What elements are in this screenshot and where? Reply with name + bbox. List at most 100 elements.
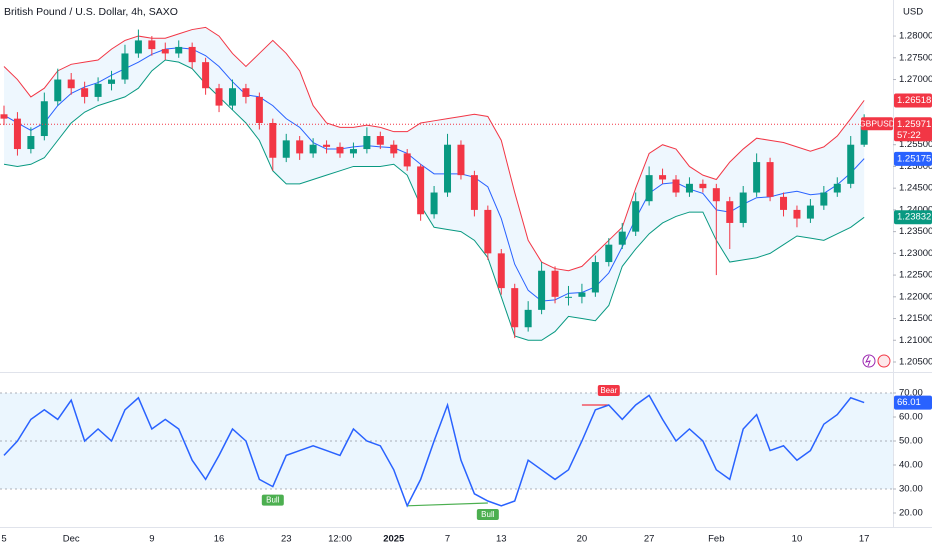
candle-body xyxy=(524,309,532,328)
candle-body xyxy=(793,209,801,219)
price-badge-label: 1.23832 xyxy=(897,212,931,223)
signal-label: Bear xyxy=(600,386,617,395)
x-tick-label: 27 xyxy=(644,534,655,545)
candle-body xyxy=(349,149,357,154)
y-tick-label: 1.20500 xyxy=(899,357,932,368)
x-tick-label: 13 xyxy=(496,534,507,545)
candle-body xyxy=(632,201,640,232)
price-badge xyxy=(894,151,932,166)
candle-body xyxy=(363,136,371,150)
candle-body xyxy=(242,88,250,97)
x-tick-label: Feb xyxy=(708,534,724,545)
candle-body xyxy=(766,162,774,197)
y-tick-label: 1.21500 xyxy=(899,313,932,324)
candle-body xyxy=(618,231,626,245)
value-badge-label: 66.01 xyxy=(897,397,921,408)
x-tick-label: 17 xyxy=(859,534,870,545)
candle-body xyxy=(40,101,48,137)
x-tick-label: 20 xyxy=(577,534,588,545)
y-tick-label: 60.00 xyxy=(899,412,923,423)
candle-body xyxy=(255,96,263,123)
y-tick-label: 1.25000 xyxy=(899,161,932,172)
y-tick-label: 1.23000 xyxy=(899,248,932,259)
symbol-label: GBPUSD xyxy=(859,118,895,128)
icon-glyph xyxy=(865,355,871,367)
y-tick-label: 40.00 xyxy=(899,460,923,471)
candle-body xyxy=(161,49,169,54)
band-line xyxy=(3,59,865,341)
x-tick-label: 7 xyxy=(445,534,450,545)
band-fill xyxy=(4,27,865,341)
x-tick-label: 2025 xyxy=(383,534,405,545)
candle-body xyxy=(860,124,868,145)
candle-body xyxy=(403,153,411,167)
y-tick-label: 1.24000 xyxy=(899,204,932,215)
candle-body xyxy=(659,175,667,180)
candle-body xyxy=(484,209,492,254)
y-tick-label: 1.25500 xyxy=(899,139,932,150)
x-tick-label: 10 xyxy=(792,534,803,545)
x-tick-label: 23 xyxy=(281,534,292,545)
candle-body xyxy=(54,79,62,102)
candle-body xyxy=(228,88,236,106)
candle-body xyxy=(820,192,828,206)
candle-body xyxy=(430,192,438,215)
x-tick-label: 16 xyxy=(214,534,225,545)
candle-body xyxy=(672,179,680,193)
icon[interactable] xyxy=(862,354,876,368)
candle-body xyxy=(417,166,425,215)
price-badge xyxy=(894,210,932,225)
rsi-line xyxy=(3,394,865,508)
y-tick-label: 30.00 xyxy=(899,484,923,495)
candle-body xyxy=(376,136,384,145)
candle-body xyxy=(148,40,156,50)
candle-body xyxy=(739,192,747,223)
candle-body xyxy=(27,136,35,150)
candle-body xyxy=(0,114,8,119)
x-tick-label: 9 xyxy=(149,534,154,545)
symbol-badge xyxy=(861,117,893,131)
candle-body xyxy=(591,262,599,293)
candle-body xyxy=(444,144,452,193)
signal-badge xyxy=(261,494,284,506)
candle-body xyxy=(847,144,855,184)
candle-body xyxy=(551,270,559,297)
y-tick-label: 1.23500 xyxy=(899,226,932,237)
candle-body xyxy=(13,118,21,150)
candle-body xyxy=(336,146,344,154)
signal-badge xyxy=(597,385,620,396)
price-badge-label: 1.26518 xyxy=(897,95,931,106)
price-pane xyxy=(0,26,868,341)
candle-body xyxy=(188,46,196,63)
candle-body xyxy=(134,40,142,54)
currency-label[interactable]: USD xyxy=(903,7,923,18)
y-tick-label: 1.27500 xyxy=(899,52,932,63)
candle-body xyxy=(121,53,129,80)
x-tick-label: 5 xyxy=(1,534,6,545)
y-tick-label: 1.28000 xyxy=(899,31,932,42)
signal-label: Bull xyxy=(481,510,495,519)
x-tick-label: Dec xyxy=(63,534,80,545)
y-tick-label: 1.27000 xyxy=(899,74,932,85)
chart-title: British Pound / U.S. Dollar, 4h, SAXO xyxy=(4,6,178,18)
candle-body xyxy=(726,201,734,223)
candle-body xyxy=(699,183,707,189)
icon[interactable] xyxy=(877,354,891,368)
y-tick-label: 70.00 xyxy=(899,388,923,399)
candle-body xyxy=(390,144,398,154)
candle-body xyxy=(806,205,814,219)
y-tick-label: 1.22000 xyxy=(899,291,932,302)
candle-body xyxy=(67,79,75,89)
signal-label: Bull xyxy=(266,495,280,504)
candle-body xyxy=(645,175,653,202)
candle-body xyxy=(81,88,89,97)
candle-body xyxy=(685,183,693,193)
candle-body xyxy=(175,46,183,54)
candle-body xyxy=(296,140,304,154)
signal-badge xyxy=(476,509,499,520)
y-tick-label: 20.00 xyxy=(899,508,923,519)
candle-body xyxy=(309,144,317,154)
candle-body xyxy=(712,188,720,202)
